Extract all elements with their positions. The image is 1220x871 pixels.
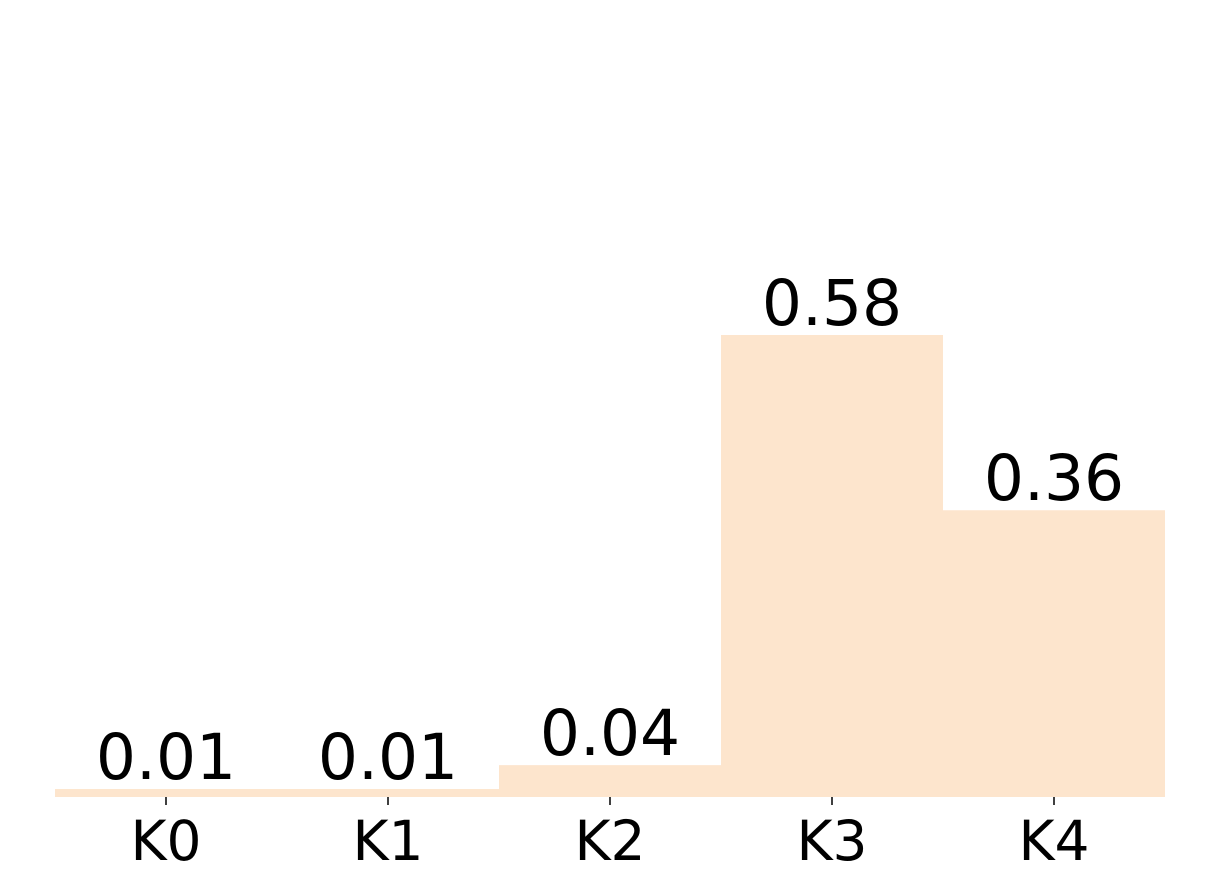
value-labels-group: 0.01 0.01 0.04 0.58 0.36 [96,267,1124,794]
x-axis: K0 K1 K2 K3 K4 [130,797,1090,871]
x-tick-label-k3: K3 [796,809,867,871]
x-tick-label-k1: K1 [352,809,423,871]
value-label-k1: 0.01 [318,721,458,794]
x-tick-label-k0: K0 [130,809,201,871]
value-label-k3: 0.58 [762,267,902,340]
value-label-k4: 0.36 [984,442,1124,515]
bars-group [55,335,1165,797]
value-label-k0: 0.01 [96,721,236,794]
x-tick-label-k2: K2 [574,809,645,871]
bar-k3 [721,335,943,797]
bar-k4 [943,510,1165,797]
value-label-k2: 0.04 [540,697,680,770]
bar-k0 [55,789,277,797]
x-tick-label-k4: K4 [1018,809,1089,871]
bar-k1 [277,789,499,797]
bar-k2 [499,765,721,797]
